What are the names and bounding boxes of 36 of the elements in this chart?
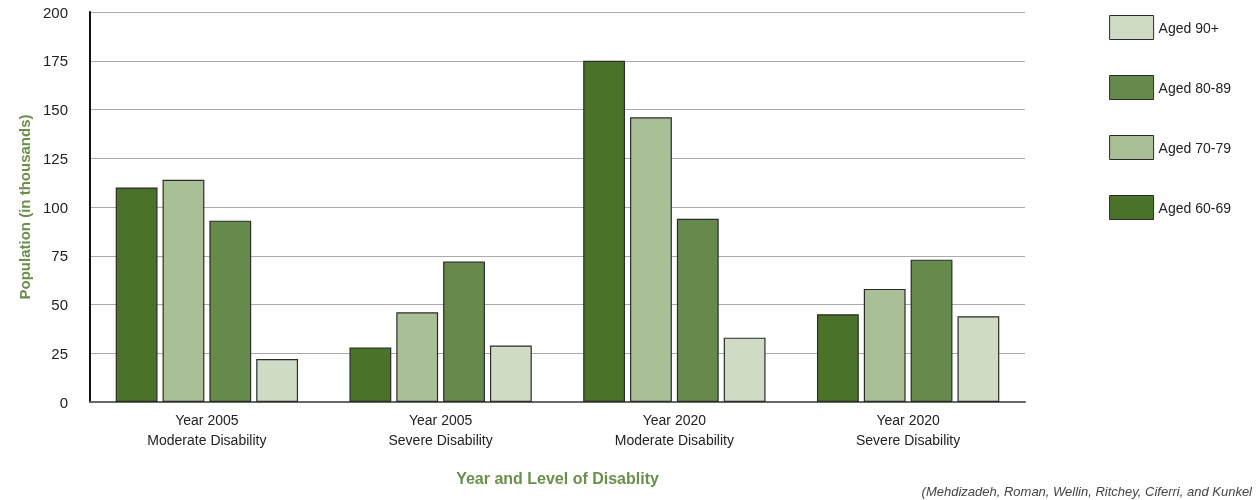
bar (957, 316, 1000, 402)
bar (256, 359, 299, 402)
y-tick-label: 75 (51, 247, 68, 265)
legend-label: Aged 60-69 (1158, 199, 1232, 216)
legend-label: Aged 80-89 (1158, 79, 1232, 96)
bar (115, 187, 158, 402)
bar (443, 261, 485, 402)
bar (910, 259, 953, 402)
bar (630, 117, 672, 402)
bar (723, 337, 766, 402)
y-tick-label: 175 (42, 52, 68, 70)
bar (489, 345, 532, 402)
x-axis-title: Year and Level of Disablity (456, 469, 659, 487)
bar (863, 288, 906, 402)
bar (349, 347, 392, 402)
y-tick-label: 50 (51, 296, 68, 313)
bar (209, 220, 252, 402)
x-tick-label: Year 2005 Moderate Disability (147, 412, 267, 448)
y-tick-label: 0 (59, 393, 68, 411)
y-tick-label: 125 (42, 149, 68, 167)
y-tick-label: 150 (42, 101, 68, 118)
bar (396, 312, 439, 402)
x-tick-label: Year 2005 Severe Disability (388, 412, 493, 448)
bar (583, 60, 626, 402)
y-tick-label: 25 (51, 344, 68, 362)
y-axis-title: Population (in thousands) (16, 114, 34, 300)
bar (676, 218, 719, 402)
x-tick-label: Year 2020 Severe Disability (855, 412, 961, 448)
legend-label: Aged 70-79 (1158, 139, 1232, 156)
y-tick-label: 200 (42, 3, 68, 21)
bar (162, 179, 205, 402)
x-tick-label: Year 2020 Moderate Disability (614, 412, 734, 448)
bar (816, 314, 859, 402)
y-tick-label: 100 (42, 198, 68, 216)
legend-label: Aged 90+ (1158, 19, 1219, 36)
text: (Mehdizadeh, Roman, Wellin, Ritchey, Ciferri, and Kunkel (921, 484, 1254, 499)
